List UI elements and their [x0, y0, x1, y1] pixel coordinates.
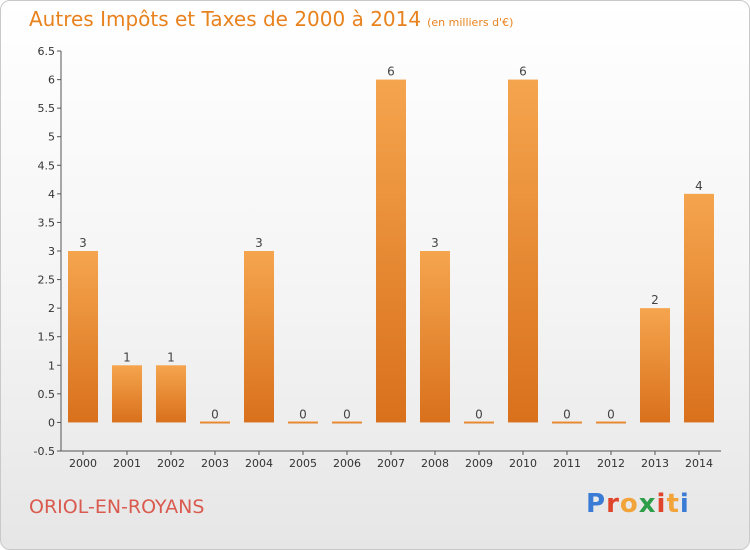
value-label: 6 — [519, 65, 527, 79]
value-label: 0 — [343, 407, 351, 421]
bar-2007 — [376, 79, 406, 423]
logo-letter: i — [656, 489, 667, 519]
x-tick-label: 2011 — [553, 457, 581, 470]
bar-2011 — [552, 421, 582, 424]
y-tick-label: 0.5 — [38, 388, 56, 401]
y-tick-label: 1 — [48, 359, 55, 372]
value-label: 0 — [211, 407, 219, 421]
value-label: 0 — [607, 407, 615, 421]
value-label: 6 — [387, 65, 395, 79]
x-tick-label: 2000 — [69, 457, 97, 470]
bar-2006 — [332, 421, 362, 424]
y-tick-label: 1.5 — [38, 331, 56, 344]
value-label: 3 — [79, 236, 87, 250]
y-tick-label: 5 — [48, 131, 55, 144]
bar-2003 — [200, 421, 230, 424]
y-tick-label: 3 — [48, 245, 55, 258]
x-tick-label: 2003 — [201, 457, 229, 470]
logo-letter: P — [586, 489, 607, 519]
bar-2014 — [684, 193, 714, 423]
y-tick-label: 3.5 — [38, 216, 56, 229]
bar-2012 — [596, 421, 626, 424]
x-tick-label: 2006 — [333, 457, 361, 470]
x-tick-label: 2009 — [465, 457, 493, 470]
proxiti-logo: Proxiti — [586, 489, 690, 519]
value-label: 0 — [299, 407, 307, 421]
chart-title: Autres Impôts et Taxes de 2000 à 2014 (en… — [29, 7, 513, 31]
value-label: 0 — [475, 407, 483, 421]
y-tick-label: 6 — [48, 74, 55, 87]
x-tick-label: 2010 — [509, 457, 537, 470]
x-tick-label: 2001 — [113, 457, 141, 470]
value-label: 1 — [167, 350, 175, 364]
bar-2010 — [508, 79, 538, 423]
chart-subtitle: (en milliers d'€) — [427, 16, 514, 29]
value-label: 3 — [431, 236, 439, 250]
x-tick-label: 2004 — [245, 457, 273, 470]
x-tick-label: 2013 — [641, 457, 669, 470]
y-tick-label: 5.5 — [38, 102, 56, 115]
value-label: 1 — [123, 350, 131, 364]
bar-2002 — [156, 365, 186, 423]
logo-letter: x — [638, 489, 657, 519]
y-tick-label: 2 — [48, 302, 55, 315]
value-label: 3 — [255, 236, 263, 250]
x-tick-label: 2014 — [685, 457, 713, 470]
y-tick-label: 4.5 — [38, 159, 56, 172]
y-tick-label: 6.5 — [38, 45, 56, 58]
x-tick-label: 2012 — [597, 457, 625, 470]
bar-2000 — [68, 251, 98, 423]
logo-letter: o — [619, 489, 639, 519]
logo-letter: r — [606, 489, 620, 519]
chart-title-text: Autres Impôts et Taxes de 2000 à 2014 — [29, 7, 422, 31]
logo-letter: i — [679, 489, 690, 519]
value-label: 0 — [563, 407, 571, 421]
bar-2013 — [640, 308, 670, 423]
bar-2001 — [112, 365, 142, 423]
y-tick-label: 2.5 — [38, 274, 56, 287]
value-label: 4 — [695, 179, 703, 193]
x-tick-label: 2002 — [157, 457, 185, 470]
bar-2004 — [244, 251, 274, 423]
x-tick-label: 2005 — [289, 457, 317, 470]
x-tick-label: 2008 — [421, 457, 449, 470]
bar-2005 — [288, 421, 318, 424]
city-name: ORIOL-EN-ROYANS — [29, 496, 205, 518]
y-tick-label: -0.5 — [34, 445, 55, 458]
bar-2009 — [464, 421, 494, 424]
value-label: 2 — [651, 293, 659, 307]
y-tick-label: 4 — [48, 188, 55, 201]
y-tick-label: 0 — [48, 416, 55, 429]
bar-2008 — [420, 251, 450, 423]
logo-letter: t — [666, 489, 680, 519]
x-tick-label: 2007 — [377, 457, 405, 470]
